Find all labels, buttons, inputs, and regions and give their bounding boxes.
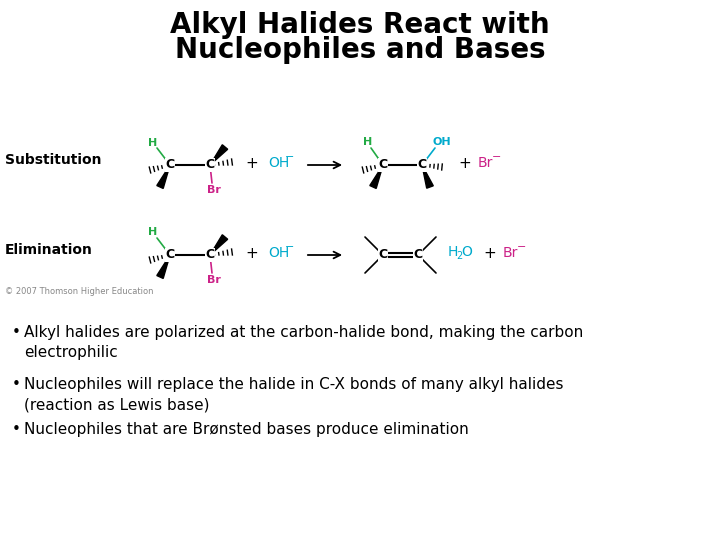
Text: OH: OH: [268, 246, 289, 260]
Text: Br: Br: [207, 275, 221, 285]
Text: +: +: [459, 156, 472, 171]
Text: Nucleophiles and Bases: Nucleophiles and Bases: [175, 36, 545, 64]
Text: Br: Br: [503, 246, 518, 260]
Text: •: •: [12, 422, 21, 437]
Text: Nucleophiles will replace the halide in C-X bonds of many alkyl halides
(reactio: Nucleophiles will replace the halide in …: [24, 377, 564, 413]
Text: © 2007 Thomson Higher Education: © 2007 Thomson Higher Education: [5, 287, 153, 296]
Text: H: H: [364, 137, 373, 147]
Polygon shape: [422, 165, 433, 188]
Text: Elimination: Elimination: [5, 243, 93, 257]
Polygon shape: [210, 235, 228, 255]
Text: Br: Br: [478, 156, 493, 170]
Text: C: C: [379, 159, 387, 172]
Text: Nucleophiles that are Brønsted bases produce elimination: Nucleophiles that are Brønsted bases pro…: [24, 422, 469, 437]
Text: •: •: [12, 325, 21, 340]
Polygon shape: [210, 145, 228, 165]
Polygon shape: [370, 165, 383, 188]
Text: C: C: [205, 159, 215, 172]
Text: Substitution: Substitution: [5, 153, 102, 167]
Text: C: C: [166, 159, 174, 172]
Text: C: C: [166, 248, 174, 261]
Text: −: −: [492, 152, 501, 162]
Text: C: C: [379, 248, 387, 261]
Text: H: H: [148, 227, 158, 237]
Polygon shape: [157, 165, 170, 188]
Text: −: −: [285, 242, 294, 252]
Text: Br: Br: [207, 185, 221, 195]
Text: OH: OH: [268, 156, 289, 170]
Text: 2: 2: [456, 251, 462, 261]
Text: −: −: [517, 242, 526, 252]
Text: O: O: [461, 245, 472, 259]
Text: H: H: [148, 138, 158, 148]
Text: H: H: [448, 245, 459, 259]
Text: +: +: [246, 156, 258, 171]
Text: −: −: [285, 152, 294, 162]
Text: C: C: [413, 248, 423, 261]
Text: C: C: [418, 159, 426, 172]
Polygon shape: [157, 255, 170, 279]
Text: Alkyl halides are polarized at the carbon-halide bond, making the carbon
electro: Alkyl halides are polarized at the carbo…: [24, 325, 583, 360]
Text: •: •: [12, 377, 21, 392]
Text: +: +: [246, 246, 258, 260]
Text: Alkyl Halides React with: Alkyl Halides React with: [170, 11, 550, 39]
Text: +: +: [484, 246, 496, 260]
Text: C: C: [205, 248, 215, 261]
Text: OH: OH: [433, 137, 451, 147]
